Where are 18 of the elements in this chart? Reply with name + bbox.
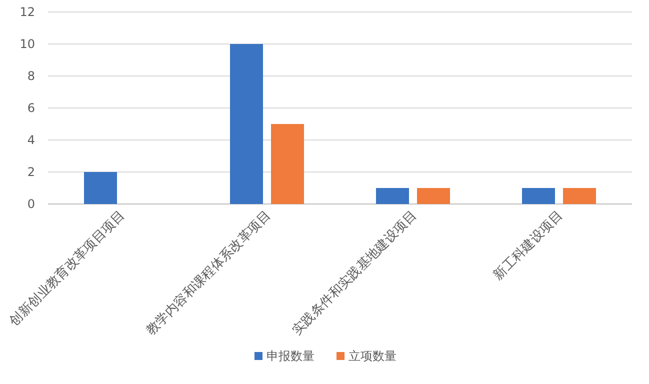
y-tick-label: 6 xyxy=(27,101,35,115)
bar xyxy=(417,188,450,204)
y-tick-label: 8 xyxy=(27,69,35,83)
bar xyxy=(563,188,596,204)
bar xyxy=(84,172,117,204)
x-tick-label: 教学内容和课程体系改革项目 xyxy=(143,208,274,338)
x-tick-label: 新工科建设项目 xyxy=(490,208,566,284)
bar xyxy=(376,188,409,204)
bar xyxy=(271,124,304,204)
bar xyxy=(230,44,263,204)
y-tick-label: 4 xyxy=(27,133,35,147)
bar xyxy=(522,188,555,204)
x-tick-label: 实践条件和实践基地建设项目 xyxy=(290,208,420,338)
legend-label: 申报数量 xyxy=(266,349,314,363)
legend-label: 立项数量 xyxy=(348,349,396,363)
y-tick-label: 10 xyxy=(20,37,35,51)
y-tick-label: 2 xyxy=(27,165,35,179)
y-tick-label: 12 xyxy=(20,5,35,19)
